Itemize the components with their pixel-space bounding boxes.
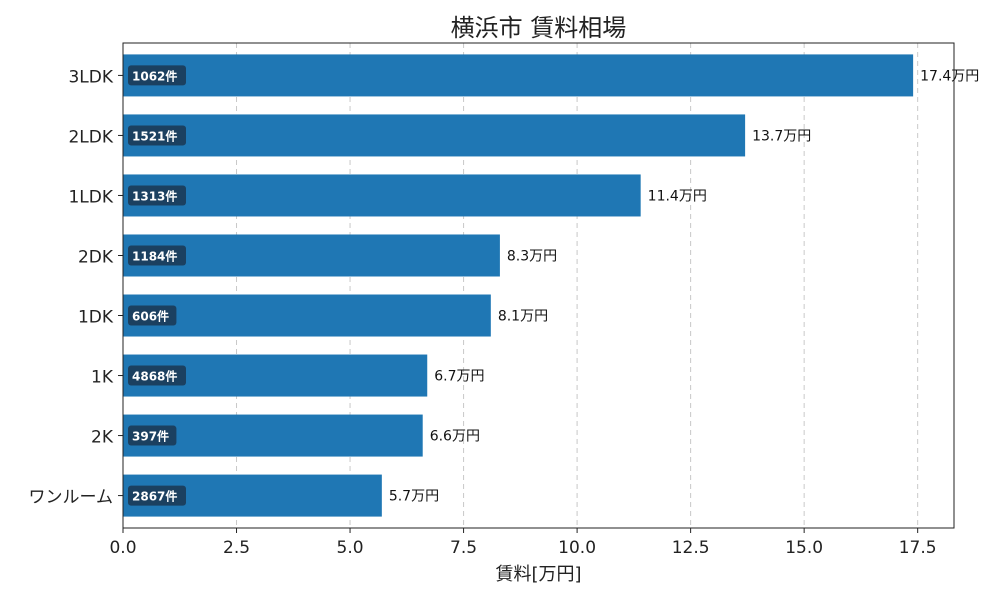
count-badge bbox=[128, 425, 177, 446]
x-tick-label: 15.0 bbox=[785, 538, 823, 558]
x-tick-label: 2.5 bbox=[223, 538, 250, 558]
value-label: 8.1万円 bbox=[498, 309, 548, 325]
count-badge bbox=[128, 185, 186, 206]
x-tick-label: 12.5 bbox=[672, 538, 710, 558]
value-label: 8.3万円 bbox=[507, 248, 557, 264]
count-label: 1184件 bbox=[132, 248, 177, 263]
value-label: 17.4万円 bbox=[920, 68, 979, 84]
count-badge bbox=[128, 485, 186, 506]
bar bbox=[123, 294, 491, 337]
value-label: 6.6万円 bbox=[430, 429, 480, 445]
axis-layer: 0.0 2.5 5.0 7.5 10.0 12.5 15.0 17.5 3LDK 2LDK 1LDK… bbox=[29, 67, 937, 558]
count-label: 2867件 bbox=[132, 489, 177, 504]
count-badge bbox=[128, 65, 186, 86]
bar bbox=[123, 174, 641, 217]
value-label: 11.4万円 bbox=[648, 188, 707, 204]
count-badge bbox=[128, 365, 186, 386]
y-tick-label: 1DK bbox=[78, 308, 114, 328]
y-tick-label: 3LDK bbox=[68, 67, 113, 87]
count-label: 1521件 bbox=[132, 128, 177, 143]
x-tick-label: 5.0 bbox=[337, 538, 364, 558]
x-tick-label: 10.0 bbox=[558, 538, 596, 558]
plot-frame bbox=[122, 42, 955, 529]
y-tick-label: ワンルーム bbox=[29, 488, 114, 508]
bar bbox=[123, 114, 746, 157]
count-label: 606件 bbox=[132, 309, 169, 324]
y-tick-label: 2DK bbox=[78, 247, 114, 267]
y-tick-label: 1K bbox=[91, 368, 114, 388]
count-label: 1062件 bbox=[132, 68, 177, 83]
count-badge bbox=[128, 125, 186, 146]
x-tick-label: 7.5 bbox=[450, 538, 477, 558]
x-tick-label: 0.0 bbox=[109, 538, 136, 558]
count-label: 397件 bbox=[132, 429, 169, 444]
count-label: 1313件 bbox=[132, 188, 177, 203]
y-tick-label: 2K bbox=[91, 428, 114, 448]
count-label: 4868件 bbox=[132, 369, 177, 384]
y-tick-label: 2LDK bbox=[68, 127, 113, 147]
value-label: 5.7万円 bbox=[389, 489, 439, 505]
chart-title: 横浜市 賃料相場 bbox=[450, 14, 627, 42]
bar-layer: 17.4万円 1062件 13.7万円 1521件 11.4万円 1313件 8.3万円 11… bbox=[123, 54, 979, 517]
value-label: 13.7万円 bbox=[752, 128, 811, 144]
value-label: 6.7万円 bbox=[434, 369, 484, 385]
x-axis-label: 賃料[万円] bbox=[495, 564, 581, 585]
count-badge bbox=[128, 245, 186, 266]
y-tick-label: 1LDK bbox=[68, 187, 113, 207]
x-tick-label: 17.5 bbox=[899, 538, 937, 558]
count-badge bbox=[128, 305, 177, 326]
bar bbox=[123, 54, 914, 97]
